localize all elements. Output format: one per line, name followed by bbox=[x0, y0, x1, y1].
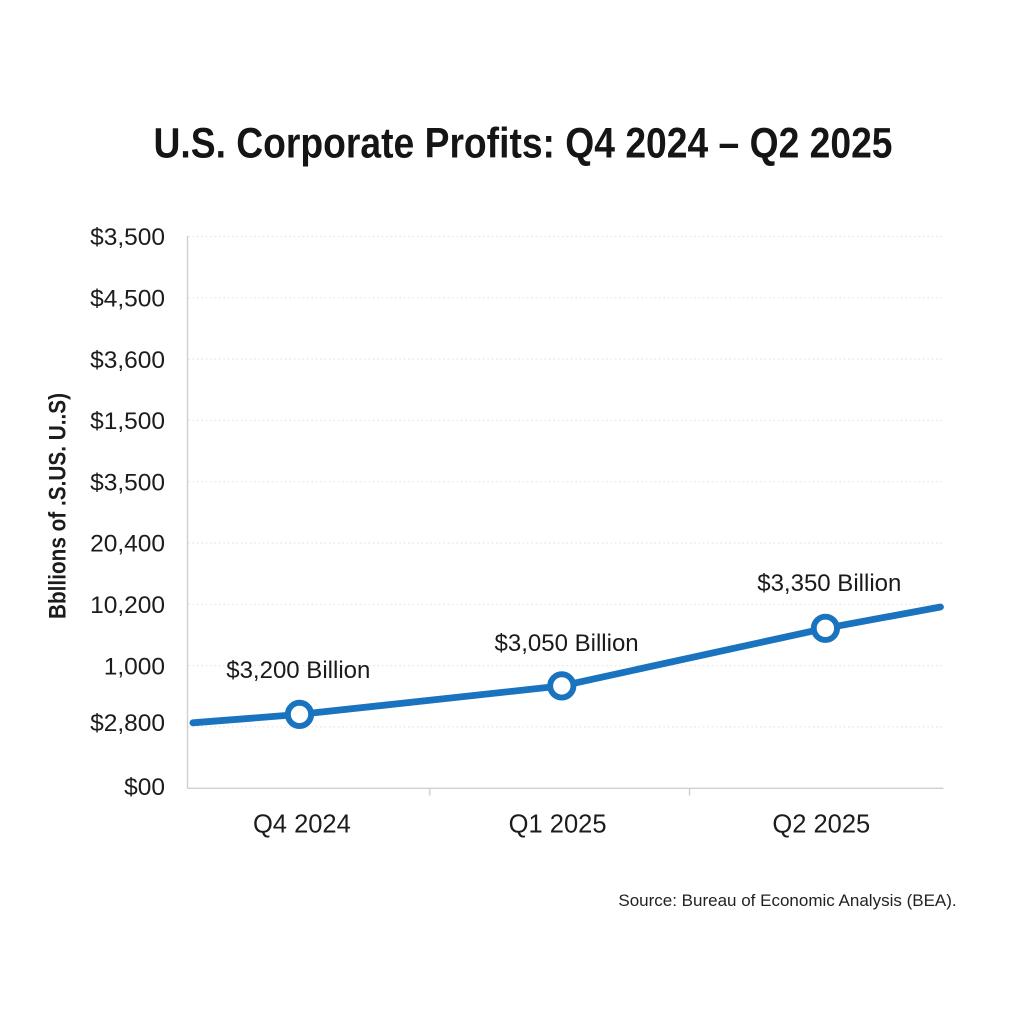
svg-text:$3,050 Billion: $3,050 Billion bbox=[495, 630, 639, 657]
svg-text:$2,800: $2,800 bbox=[90, 710, 165, 737]
svg-text:$3,200 Billion: $3,200 Billion bbox=[226, 657, 370, 684]
svg-text:Q2 2025: Q2 2025 bbox=[772, 810, 870, 838]
svg-text:Q4 2024: Q4 2024 bbox=[253, 810, 351, 838]
svg-text:$00: $00 bbox=[124, 774, 165, 801]
svg-text:Bbllions of .S.US. U..S): Bbllions of .S.US. U..S) bbox=[45, 393, 72, 619]
svg-text:Source: Bureau of Economic Ana: Source: Bureau of Economic Analysis (BEA… bbox=[618, 891, 956, 910]
svg-text:$3,600: $3,600 bbox=[90, 347, 165, 374]
svg-text:20,400: 20,400 bbox=[90, 531, 165, 558]
svg-text:$3,500: $3,500 bbox=[90, 224, 165, 251]
svg-text:$3,500: $3,500 bbox=[90, 469, 165, 496]
svg-text:10,200: 10,200 bbox=[90, 592, 165, 619]
svg-text:$1,500: $1,500 bbox=[90, 408, 165, 435]
svg-text:$4,500: $4,500 bbox=[90, 286, 165, 313]
svg-text:Q1 2025: Q1 2025 bbox=[509, 810, 607, 838]
svg-text:1,000: 1,000 bbox=[104, 653, 165, 680]
svg-text:$3,350 Billion: $3,350 Billion bbox=[757, 570, 901, 597]
svg-text:U.S. Corporate Profits: Q4 202: U.S. Corporate Profits: Q4 2024 – Q2 202… bbox=[154, 120, 893, 167]
